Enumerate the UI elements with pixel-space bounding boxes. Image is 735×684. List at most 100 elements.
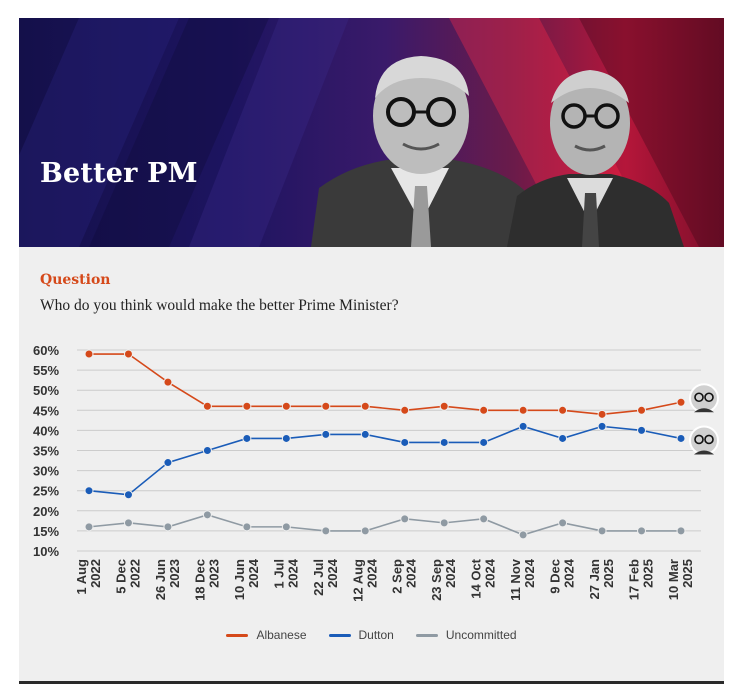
question-label: Question xyxy=(40,272,111,288)
data-point-albanese xyxy=(84,349,94,359)
series-line-dutton xyxy=(88,425,682,496)
x-tick-label: 1 Jul2024 xyxy=(271,558,300,588)
y-tick-label: 55% xyxy=(33,363,59,378)
albanese-avatar-glasses-left xyxy=(694,392,704,403)
data-point-albanese xyxy=(400,405,410,415)
y-tick-label: 30% xyxy=(33,464,59,479)
line-chart: 60% 55% 50% 45% 40% 35% 30% 25% 20% 15% 10% 1 Aug20… xyxy=(33,343,719,602)
data-point-albanese xyxy=(479,405,489,415)
x-tick-label: 22 Jul2024 xyxy=(311,558,340,596)
data-point-dutton xyxy=(479,437,489,447)
dutton-avatar xyxy=(689,425,719,456)
data-point-albanese xyxy=(163,377,173,387)
y-tick-label: 45% xyxy=(33,403,59,418)
y-tick-label: 25% xyxy=(33,484,59,499)
x-tick-label: 18 Dec2023 xyxy=(192,559,221,601)
data-point-albanese xyxy=(518,405,528,415)
y-tick-label: 35% xyxy=(33,444,59,459)
banner-title: Better PM xyxy=(40,158,198,189)
data-point-albanese xyxy=(597,409,607,419)
data-point-dutton xyxy=(281,433,291,443)
data-point-dutton xyxy=(242,433,252,443)
data-point-dutton xyxy=(676,433,686,443)
data-point-albanese xyxy=(242,401,252,411)
albanese-avatar-shoulders xyxy=(694,408,714,413)
dutton-photo xyxy=(507,70,684,247)
data-point-uncommitted xyxy=(637,526,647,536)
data-point-uncommitted xyxy=(400,514,410,524)
x-tick-label: 5 Dec2022 xyxy=(113,559,142,594)
x-tick-label: 11 Nov2024 xyxy=(508,558,537,601)
data-point-uncommitted xyxy=(123,518,133,528)
y-tick-label: 20% xyxy=(33,504,59,519)
data-point-albanese xyxy=(281,401,291,411)
data-point-uncommitted xyxy=(84,522,94,532)
data-point-dutton xyxy=(123,490,133,500)
x-tick-label: 10 Jun2024 xyxy=(232,558,261,600)
header-banner: Better PM xyxy=(19,18,724,247)
albanese-avatar xyxy=(689,383,719,414)
data-point-albanese xyxy=(202,401,212,411)
chart-legend: Albanese Dutton Uncommitted xyxy=(19,628,724,642)
data-point-albanese xyxy=(360,401,370,411)
data-point-uncommitted xyxy=(242,522,252,532)
data-point-dutton xyxy=(558,433,568,443)
dutton-avatar-shoulders xyxy=(694,450,714,455)
question-text: Who do you think would make the better P… xyxy=(40,297,399,314)
data-point-dutton xyxy=(637,425,647,435)
legend-label-uncommitted: Uncommitted xyxy=(445,628,517,642)
data-point-uncommitted xyxy=(558,518,568,528)
data-point-uncommitted xyxy=(439,518,449,528)
x-tick-label: 14 Oct2024 xyxy=(469,558,498,599)
data-point-uncommitted xyxy=(281,522,291,532)
data-point-albanese xyxy=(123,349,133,359)
y-tick-label: 15% xyxy=(33,524,59,539)
x-tick-label: 1 Aug2022 xyxy=(74,559,103,595)
data-point-uncommitted xyxy=(518,530,528,540)
y-tick-label: 40% xyxy=(33,423,59,438)
data-point-uncommitted xyxy=(597,526,607,536)
albanese-photo xyxy=(311,56,539,247)
data-point-albanese xyxy=(637,405,647,415)
data-point-dutton xyxy=(163,458,173,468)
x-tick-label: 12 Aug2024 xyxy=(350,558,379,602)
data-point-albanese xyxy=(321,401,331,411)
series-line-albanese xyxy=(89,353,682,416)
data-point-dutton xyxy=(360,429,370,439)
y-tick-label: 60% xyxy=(33,343,59,358)
x-tick-label: 2 Sep2024 xyxy=(390,558,419,593)
series-line-uncommitted xyxy=(88,513,681,536)
x-tick-label: 27 Jan2025 xyxy=(587,559,616,600)
data-point-albanese xyxy=(558,405,568,415)
data-point-uncommitted xyxy=(676,526,686,536)
data-point-dutton xyxy=(439,437,449,447)
legend-swatch-uncommitted xyxy=(415,633,438,637)
data-point-uncommitted xyxy=(163,522,173,532)
data-point-dutton xyxy=(84,486,94,496)
legend-item-albanese: Albanese xyxy=(226,628,307,642)
data-point-albanese xyxy=(439,401,449,411)
data-point-uncommitted xyxy=(321,526,331,536)
x-tick-label: 9 Dec2024 xyxy=(548,558,577,593)
data-point-uncommitted xyxy=(479,514,489,524)
legend-item-dutton: Dutton xyxy=(328,628,394,642)
data-point-uncommitted xyxy=(360,526,370,536)
dutton-avatar-glasses-right xyxy=(704,434,714,445)
banner-graphic xyxy=(19,18,724,247)
x-tick-label: 23 Sep2024 xyxy=(429,558,458,601)
y-tick-label: 50% xyxy=(33,383,59,398)
data-point-albanese xyxy=(676,397,686,407)
legend-label-albanese: Albanese xyxy=(256,628,307,642)
legend-swatch-albanese xyxy=(226,633,249,637)
legend-label-dutton: Dutton xyxy=(358,628,394,642)
data-point-uncommitted xyxy=(202,510,212,520)
x-tick-label: 26 Jun2023 xyxy=(153,559,182,600)
poll-card: Better PM Question Who do you think woul… xyxy=(19,18,724,684)
data-point-dutton xyxy=(321,429,331,439)
y-tick-label: 10% xyxy=(33,544,59,559)
data-point-dutton xyxy=(202,446,212,455)
x-tick-label: 10 Mar2025 xyxy=(666,559,695,600)
data-point-dutton xyxy=(597,421,607,431)
data-point-dutton xyxy=(400,437,410,447)
legend-swatch-dutton xyxy=(328,633,351,637)
